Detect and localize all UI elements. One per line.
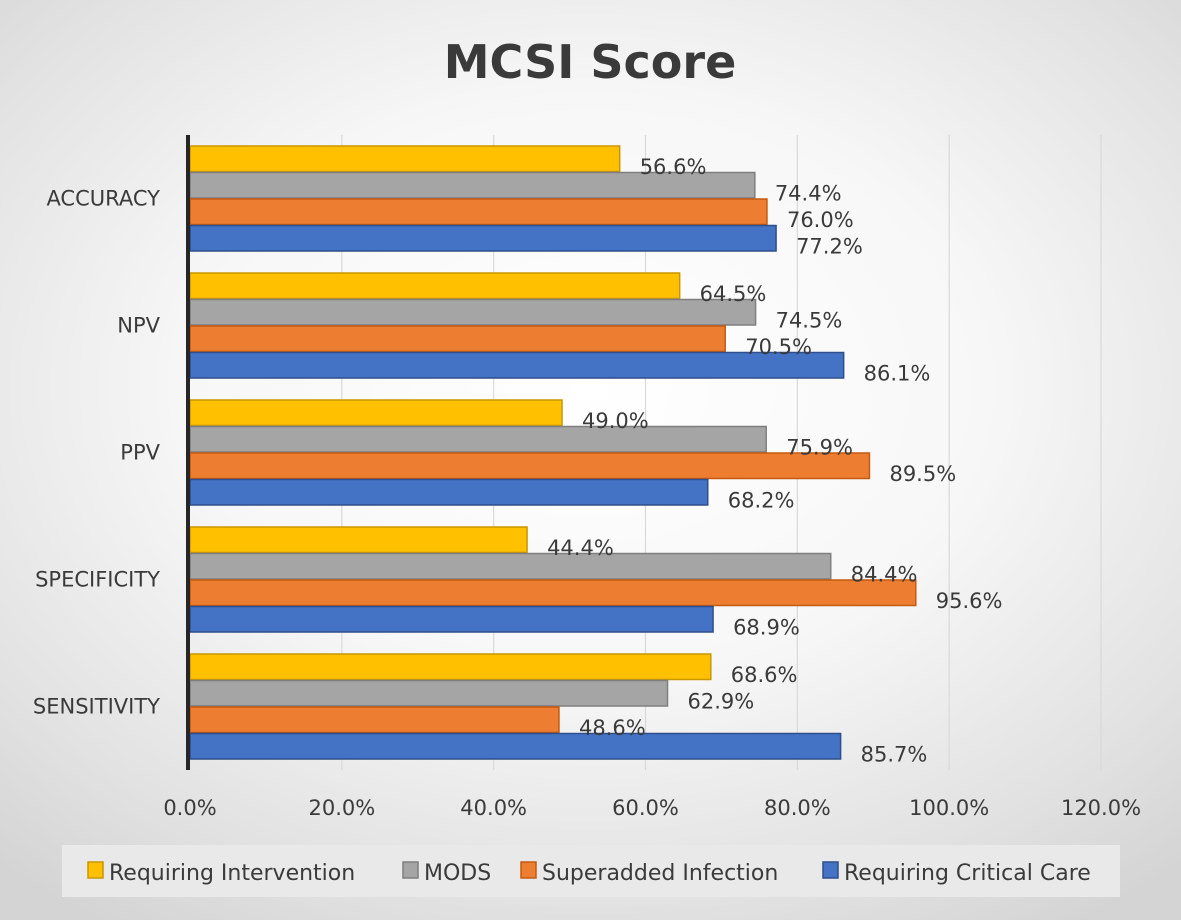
data-label: 44.4%: [547, 536, 614, 560]
data-label: 76.0%: [787, 208, 854, 232]
bar: [189, 224, 777, 252]
bar: [189, 452, 871, 480]
category-label: PPV: [120, 441, 160, 465]
bar: [189, 732, 842, 760]
data-label: 85.7%: [861, 742, 928, 766]
data-label: 68.6%: [731, 663, 798, 687]
data-label: 75.9%: [786, 435, 853, 459]
data-label: 56.6%: [640, 155, 707, 179]
legend-swatch: [822, 861, 839, 879]
category-label: NPV: [117, 314, 160, 338]
data-label: 84.4%: [851, 562, 918, 586]
bar: [189, 579, 917, 607]
bar: [189, 478, 709, 506]
data-label: 64.5%: [700, 282, 767, 306]
bar: [189, 526, 528, 554]
bar: [189, 706, 560, 734]
bar: [189, 272, 681, 300]
axes: 0.0% 20.0% 40.0% 60.0% 80.0% 100.0% 120.0% ACCU…: [33, 135, 1141, 820]
data-label: 77.2%: [796, 234, 863, 258]
category-label: SENSITIVITY: [33, 695, 160, 719]
data-label: 70.5%: [745, 335, 812, 359]
x-tick-label: 80.0%: [764, 796, 831, 820]
category-label: ACCURACY: [46, 187, 160, 211]
bar: [189, 351, 845, 379]
data-label: 74.4%: [775, 181, 842, 205]
data-label: 68.2%: [728, 488, 795, 512]
data-label: 89.5%: [889, 462, 956, 486]
x-tick-label: 0.0%: [163, 796, 216, 820]
data-label: 48.6%: [579, 716, 646, 740]
bar: [189, 298, 757, 326]
data-label: 68.9%: [733, 615, 800, 639]
legend-label: MODS: [424, 861, 491, 886]
bar: [189, 325, 726, 353]
x-tick-label: 20.0%: [308, 796, 375, 820]
bar: [189, 145, 621, 173]
bar: [189, 605, 714, 633]
bar: [189, 653, 712, 681]
chart-title: MCSI Score: [444, 35, 737, 89]
bar: [189, 198, 768, 226]
bar: [189, 679, 669, 707]
legend-label: Requiring Critical Care: [844, 861, 1091, 886]
bar: [189, 425, 767, 453]
category-label: SPECIFICITY: [35, 568, 160, 592]
data-labels: 56.6% 74.4% 76.0%77.2% 64.5% 74.5% 70.5% 86.1%…: [547, 155, 1002, 767]
legend-box: [62, 845, 1120, 897]
legend: Requiring Intervention MODS Superadded Inf…: [62, 845, 1120, 897]
data-label: 86.1%: [864, 361, 931, 385]
x-tick-label: 120.0%: [1061, 796, 1141, 820]
legend-swatch: [402, 861, 419, 879]
data-label: 49.0%: [582, 409, 649, 433]
data-label: 62.9%: [688, 689, 755, 713]
x-tick-label: 100.0%: [909, 796, 989, 820]
legend-swatch: [520, 861, 537, 879]
bar: [189, 552, 832, 580]
legend-label: Superadded Infection: [542, 861, 778, 886]
bars: [189, 145, 917, 760]
legend-swatch: [87, 861, 104, 879]
legend-label: Requiring Intervention: [109, 861, 355, 886]
x-tick-label: 40.0%: [460, 796, 527, 820]
data-label: 95.6%: [936, 589, 1003, 613]
data-label: 74.5%: [776, 308, 843, 332]
x-tick-label: 60.0%: [612, 796, 679, 820]
bar: [189, 399, 563, 427]
